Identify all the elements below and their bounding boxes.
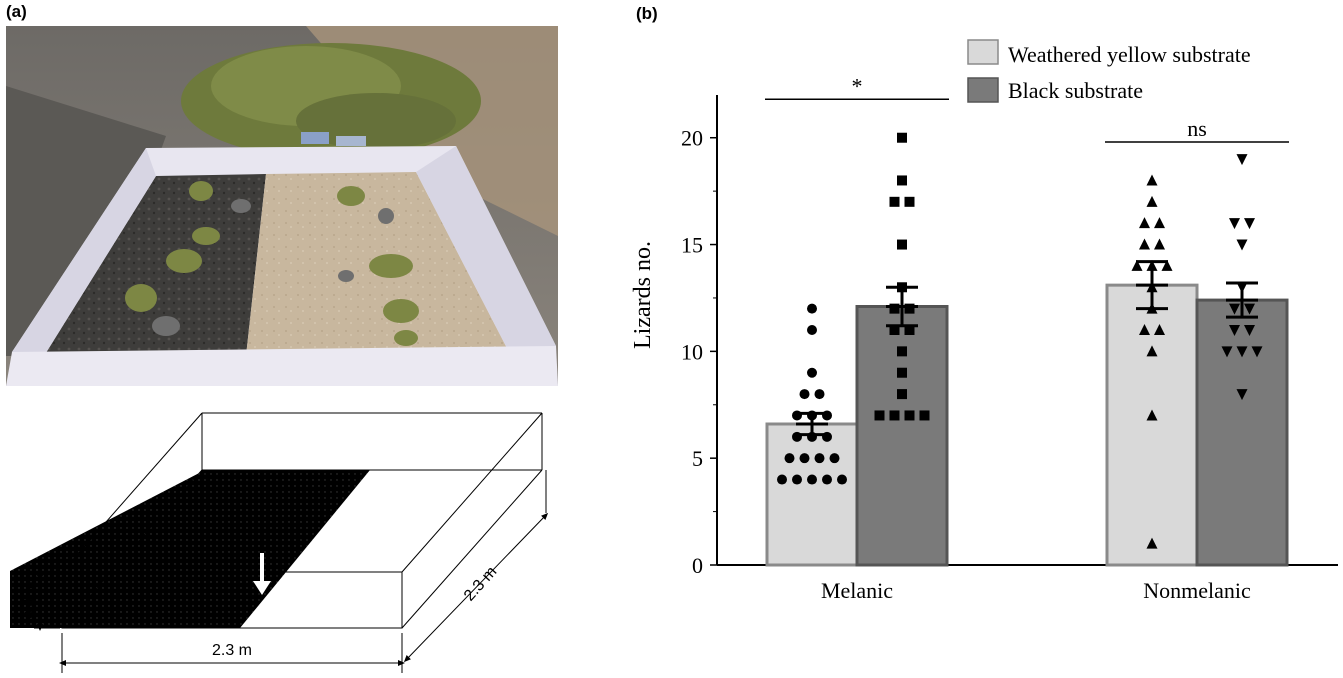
data-point	[889, 325, 900, 335]
data-point	[1139, 238, 1150, 250]
x-tick-label: Melanic	[821, 578, 893, 603]
bar	[765, 422, 859, 567]
data-point	[1146, 302, 1158, 314]
data-point	[904, 410, 915, 421]
data-point	[897, 282, 907, 293]
data-point	[807, 367, 817, 378]
data-point	[814, 389, 825, 400]
data-point	[799, 389, 810, 400]
data-point	[1146, 537, 1158, 549]
data-point	[919, 410, 930, 421]
y-tick-label: 10	[681, 339, 703, 364]
data-point	[1236, 346, 1248, 358]
panel-a-label: (a)	[6, 2, 27, 21]
data-point	[1146, 345, 1158, 357]
data-point	[897, 389, 907, 400]
data-point	[889, 196, 900, 207]
data-point	[1154, 324, 1165, 335]
data-point	[1244, 325, 1255, 336]
data-point	[904, 303, 915, 314]
data-point	[1251, 346, 1263, 358]
data-point	[807, 303, 817, 314]
data-point	[1139, 217, 1150, 229]
bar-chart: Weathered yellow substrate Black substra…	[630, 39, 1338, 603]
data-point	[1236, 282, 1248, 294]
data-point	[889, 303, 900, 314]
data-point	[1146, 195, 1158, 207]
data-point	[1236, 154, 1248, 166]
y-tick-label: 5	[692, 446, 703, 471]
data-point	[1161, 259, 1173, 271]
enclosure-diagram: 0.4 m 2.3 m 2.3 m	[10, 412, 549, 673]
data-point	[829, 453, 840, 464]
data-point	[1146, 281, 1158, 293]
legend-swatch-yellow	[967, 39, 999, 65]
data-point	[792, 431, 802, 442]
data-point	[807, 474, 817, 485]
data-point	[837, 474, 847, 485]
significance-label: *	[852, 73, 863, 98]
data-point	[822, 431, 832, 442]
black-substrate	[62, 470, 370, 628]
data-point	[1244, 218, 1255, 230]
bar	[1195, 298, 1289, 567]
y-tick-label: 15	[681, 233, 703, 258]
data-point	[1244, 303, 1255, 315]
width-label: 2.3 m	[212, 642, 252, 659]
data-point	[1229, 325, 1240, 336]
data-point	[814, 453, 825, 464]
data-point	[1221, 346, 1233, 358]
legend-label-black: Black substrate	[1008, 78, 1143, 103]
bar	[855, 305, 949, 567]
height-label: 0.4 m	[21, 581, 38, 619]
data-point	[822, 410, 832, 421]
data-point	[874, 410, 885, 421]
legend-swatch-black	[967, 77, 999, 103]
data-point	[807, 325, 817, 335]
data-point	[1229, 218, 1240, 230]
data-point	[822, 474, 832, 485]
data-point	[1146, 174, 1158, 186]
data-point	[1154, 238, 1165, 250]
black-substrate-area	[44, 174, 266, 356]
data-point	[1139, 324, 1150, 335]
data-point	[904, 325, 915, 335]
data-point	[897, 175, 907, 186]
data-point	[889, 410, 900, 421]
data-point	[1236, 389, 1248, 401]
significance-label: ns	[1187, 116, 1207, 141]
y-tick-label: 0	[692, 553, 703, 578]
data-point	[799, 453, 810, 464]
data-point	[777, 474, 787, 485]
data-point	[1146, 259, 1158, 271]
data-point	[792, 474, 802, 485]
data-point	[1154, 217, 1165, 229]
data-point	[792, 410, 802, 421]
legend: Weathered yellow substrate Black substra…	[967, 39, 1251, 103]
data-point	[1236, 239, 1248, 251]
data-point	[1146, 409, 1158, 421]
data-point	[904, 196, 915, 207]
data-point	[807, 410, 817, 421]
depth-label: 2.3 m	[461, 563, 500, 604]
panel-b-label: (b)	[636, 4, 658, 23]
y-axis-label: Lizards no.	[630, 241, 656, 349]
data-point	[897, 239, 907, 250]
data-point	[1229, 303, 1240, 315]
data-point	[784, 453, 795, 464]
y-tick-label: 20	[681, 126, 703, 151]
x-tick-label: Nonmelanic	[1143, 578, 1251, 603]
data-point	[1131, 259, 1143, 271]
data-point	[897, 132, 907, 143]
legend-label-yellow: Weathered yellow substrate	[1008, 42, 1251, 67]
enclosure-photo	[6, 26, 558, 386]
data-point	[807, 431, 817, 442]
data-point	[897, 367, 907, 378]
data-point	[897, 346, 907, 357]
bar	[1105, 283, 1199, 567]
